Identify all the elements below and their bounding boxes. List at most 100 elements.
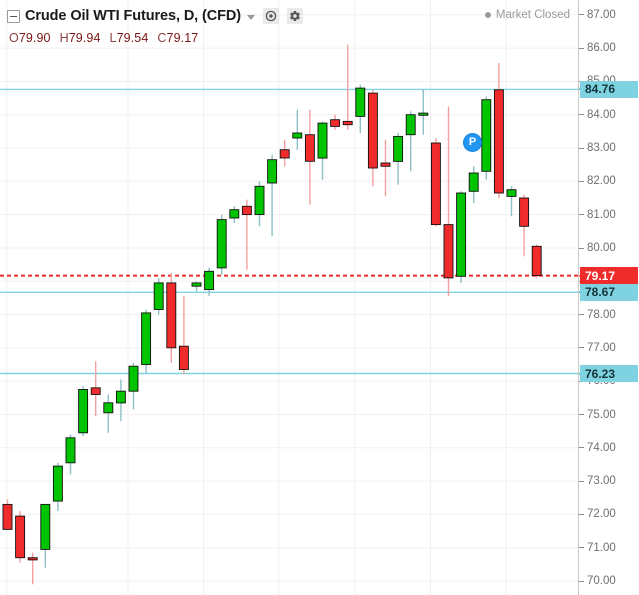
price-axis[interactable]: 70.0071.0072.0073.0074.0075.0076.0077.00… xyxy=(578,0,639,595)
candle-body xyxy=(342,120,353,126)
price-tag[interactable]: 84.76 xyxy=(579,80,638,98)
candlestick xyxy=(40,503,51,568)
tick-label: 84.00 xyxy=(587,108,616,121)
chevron-down-icon[interactable] xyxy=(247,15,256,20)
candlestick xyxy=(430,138,441,227)
price-tag-label: 76.23 xyxy=(585,366,616,381)
candle-body xyxy=(191,282,202,287)
candle-body xyxy=(279,149,290,159)
candle-body xyxy=(65,437,76,464)
tick-dash xyxy=(579,580,584,582)
price-tick: 71.00 xyxy=(579,541,616,555)
candlestick xyxy=(481,96,492,180)
candle-body xyxy=(367,92,378,169)
price-tag-label: 84.76 xyxy=(585,82,616,97)
minus-box-icon[interactable] xyxy=(7,9,20,23)
candlestick xyxy=(380,139,391,197)
tick-dash xyxy=(579,314,584,316)
candle-body xyxy=(531,245,542,277)
candlestick xyxy=(103,394,114,433)
tick-label: 77.00 xyxy=(587,341,616,354)
candlestick xyxy=(531,244,542,278)
candle-body xyxy=(267,159,278,184)
candle-body xyxy=(229,209,240,219)
tick-label: 71.00 xyxy=(587,541,616,554)
price-tick: 72.00 xyxy=(579,507,616,521)
tick-dash xyxy=(579,547,584,549)
price-tick: 84.00 xyxy=(579,108,616,122)
price-tag[interactable]: 78.67 xyxy=(579,283,638,301)
tick-dash xyxy=(579,247,584,249)
candle-body xyxy=(304,134,315,162)
candlestick xyxy=(241,199,252,270)
candlestick xyxy=(468,166,479,203)
candle-body xyxy=(481,99,492,172)
tick-label: 73.00 xyxy=(587,475,616,488)
candle-body xyxy=(204,270,215,291)
candlestick xyxy=(493,63,504,198)
candle-body xyxy=(2,503,13,530)
price-tag[interactable]: 79.17 xyxy=(579,267,638,285)
candle-body xyxy=(292,132,303,139)
candlestick xyxy=(2,499,13,530)
tick-dash xyxy=(579,414,584,415)
candle-body xyxy=(430,142,441,226)
candlestick xyxy=(27,552,38,585)
candlestick xyxy=(367,89,378,187)
tick-label: 72.00 xyxy=(587,508,616,521)
tag-leader xyxy=(579,372,580,375)
position-marker-badge[interactable]: P xyxy=(464,133,482,151)
price-tick: 82.00 xyxy=(579,174,616,188)
tick-dash xyxy=(579,513,584,515)
candlestick xyxy=(342,44,353,130)
candlestick xyxy=(90,361,101,417)
candle-body xyxy=(178,345,189,370)
tick-label: 87.00 xyxy=(587,8,616,21)
candle-body xyxy=(40,503,51,550)
candle-body xyxy=(141,312,152,365)
candlestick xyxy=(456,191,467,283)
candlestick xyxy=(141,309,152,373)
tick-label: 83.00 xyxy=(587,142,616,154)
price-tick: 87.00 xyxy=(579,8,616,22)
candlestick xyxy=(355,84,366,133)
price-tag-label: 78.67 xyxy=(585,285,616,300)
tick-dash xyxy=(579,180,584,182)
candle-body xyxy=(254,185,265,216)
candle-body xyxy=(355,87,366,117)
chart-plot-area[interactable] xyxy=(0,0,578,595)
price-tick: 70.00 xyxy=(579,574,616,588)
candle-body xyxy=(456,192,467,277)
tick-dash xyxy=(579,480,584,482)
candle-body xyxy=(380,162,391,167)
tick-dash xyxy=(579,14,584,16)
candlestick xyxy=(279,139,290,167)
tick-dash xyxy=(579,47,584,49)
candlestick xyxy=(267,154,278,237)
candle-body xyxy=(153,282,164,310)
candle-body xyxy=(78,389,89,434)
price-tick: 73.00 xyxy=(579,474,616,488)
tick-dash xyxy=(579,347,584,349)
symbol-title-row[interactable]: Crude Oil WTI Futures, D, (CFD) xyxy=(7,8,304,24)
candle-body xyxy=(115,390,126,404)
tick-label: 74.00 xyxy=(587,441,616,454)
candle-body xyxy=(468,172,479,192)
visibility-icon[interactable] xyxy=(263,8,280,24)
candle-body xyxy=(27,557,38,561)
candlestick xyxy=(166,272,177,363)
tick-dash xyxy=(579,214,584,216)
candlestick xyxy=(330,114,341,130)
candlestick xyxy=(418,89,429,135)
tag-leader xyxy=(579,88,580,91)
price-tag[interactable]: 76.23 xyxy=(579,365,638,382)
candlestick xyxy=(191,281,202,292)
price-tag-label: 79.17 xyxy=(585,268,616,283)
tag-leader xyxy=(579,291,580,294)
gear-icon[interactable] xyxy=(287,8,304,24)
candlestick xyxy=(153,277,164,315)
candlestick xyxy=(519,194,530,257)
candle-body xyxy=(216,219,227,269)
candle-body xyxy=(519,197,530,227)
